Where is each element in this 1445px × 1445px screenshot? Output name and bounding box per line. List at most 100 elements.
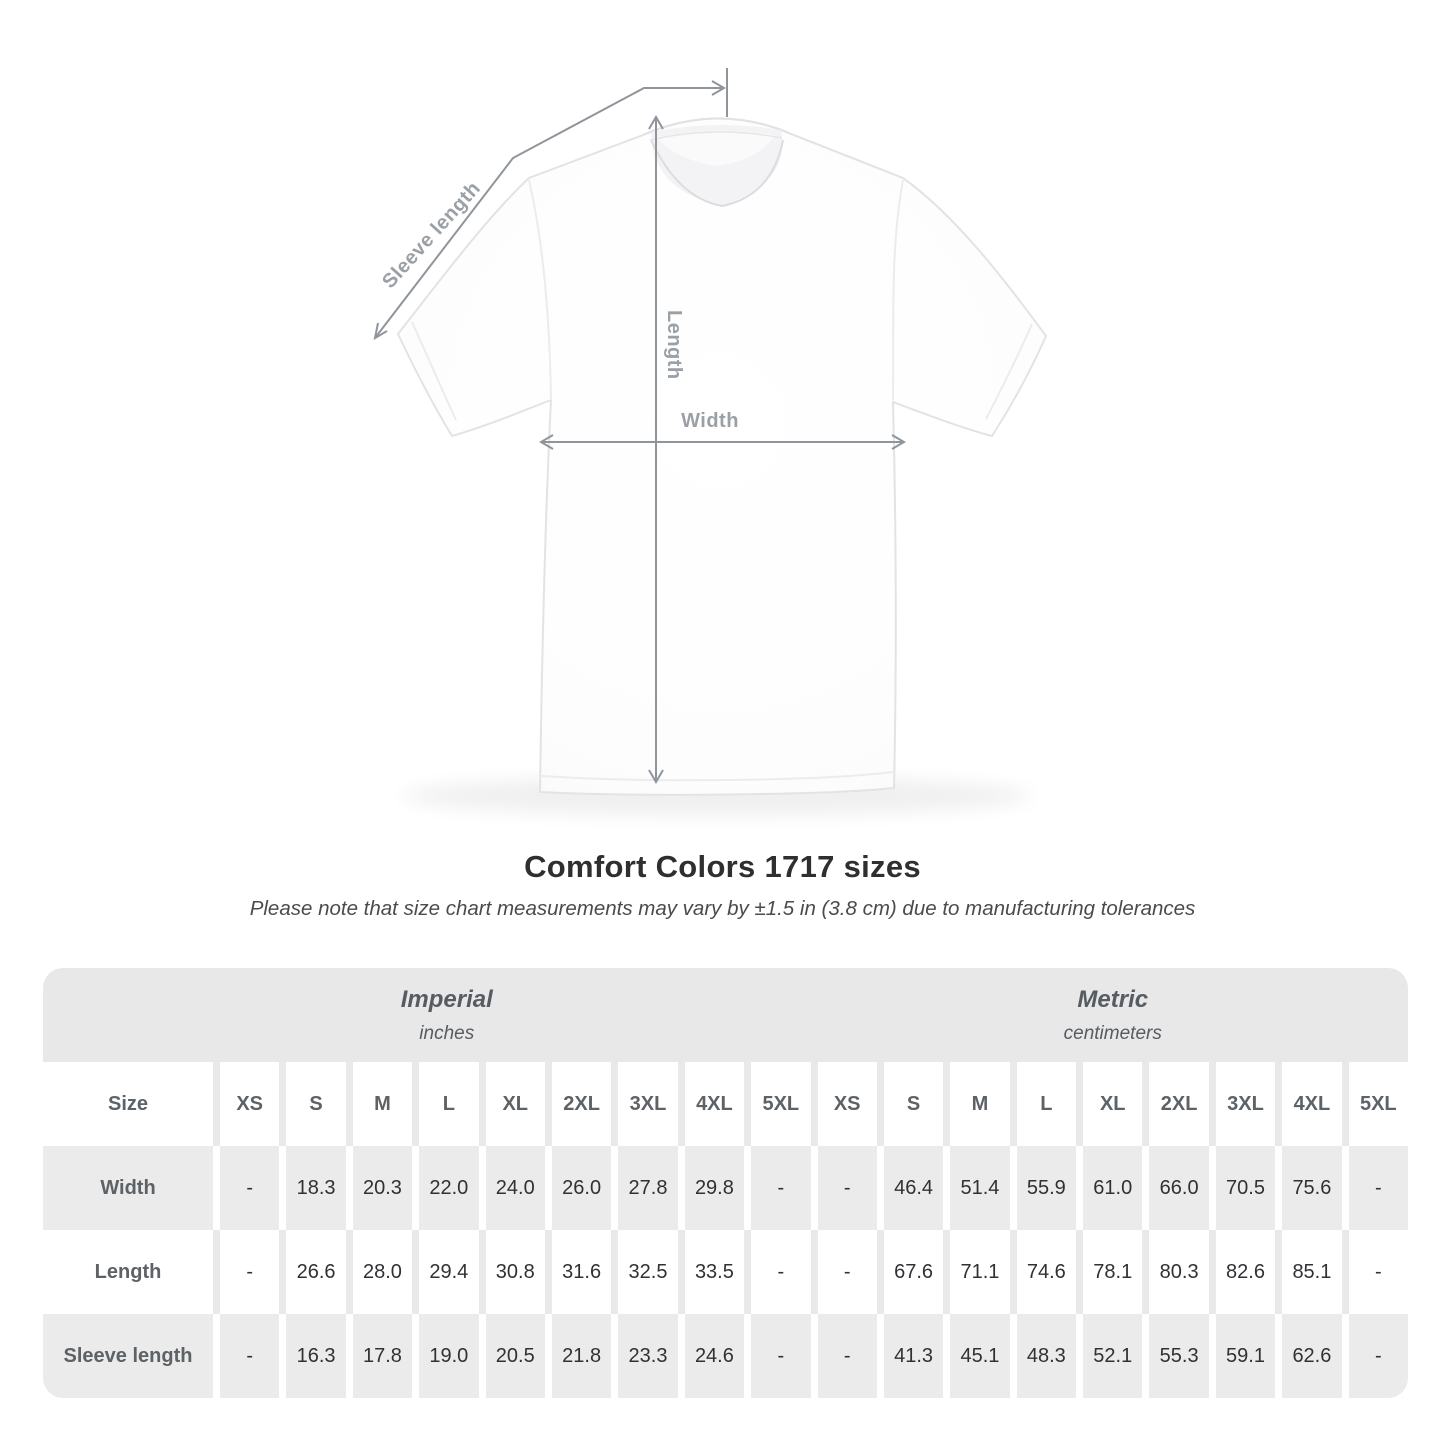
col-header: M — [950, 1062, 1010, 1146]
cell-value: 80.3 — [1149, 1230, 1209, 1314]
col-header: 2XL — [551, 1062, 612, 1146]
col-header: 5XL — [751, 1062, 811, 1146]
cell-value: - — [817, 1230, 877, 1314]
cell-value: 29.4 — [419, 1230, 479, 1314]
row-label: Length — [43, 1230, 213, 1314]
cell-value: 62.6 — [1282, 1314, 1342, 1398]
cell-value: 67.6 — [883, 1230, 944, 1314]
cell-value: 27.8 — [618, 1146, 678, 1230]
cell-value: 29.8 — [684, 1146, 745, 1230]
dimension-lines — [373, 68, 906, 784]
size-table: Imperial inches Metric centimeters Size … — [43, 968, 1408, 1398]
cell-value: 26.0 — [551, 1146, 612, 1230]
cell-value: 23.3 — [618, 1314, 678, 1398]
col-header: 5XL — [1348, 1062, 1408, 1146]
col-header: 4XL — [684, 1062, 745, 1146]
tshirt-illustration — [373, 68, 1048, 816]
cell-value: - — [751, 1314, 811, 1398]
sleeve-dim-line — [374, 87, 723, 339]
cell-value: 28.0 — [352, 1230, 413, 1314]
col-header: XL — [485, 1062, 545, 1146]
cell-value: - — [817, 1146, 877, 1230]
row-label: Width — [43, 1146, 213, 1230]
cell-value: - — [751, 1146, 811, 1230]
hem-seam — [541, 771, 894, 782]
cell-value: 24.6 — [684, 1314, 745, 1398]
width-dim-arrow-right — [891, 434, 906, 450]
metric-group-unit: centimeters — [1063, 1022, 1162, 1044]
page-subtitle: Please note that size chart measurements… — [249, 897, 1196, 920]
cuff-seam-left — [411, 321, 457, 421]
cell-value: 70.5 — [1215, 1146, 1276, 1230]
collar-band-seam — [649, 131, 783, 141]
cell-value: 51.4 — [950, 1146, 1010, 1230]
cell-value: 22.0 — [419, 1146, 479, 1230]
imperial-group-header: Imperial inches — [43, 968, 811, 1062]
cell-value: - — [751, 1230, 811, 1314]
size-header: Size — [43, 1062, 213, 1146]
cell-value: 20.3 — [352, 1146, 413, 1230]
cell-value: - — [1348, 1314, 1408, 1398]
col-header: XS — [220, 1062, 280, 1146]
cell-value: - — [1348, 1146, 1408, 1230]
cell-value: 55.3 — [1149, 1314, 1209, 1398]
sleeve-dim-arrow-right — [711, 80, 726, 96]
cell-value: 75.6 — [1282, 1146, 1342, 1230]
row-label: Sleeve length — [43, 1314, 213, 1398]
cell-value: 82.6 — [1215, 1230, 1276, 1314]
armhole-seam-right — [892, 179, 904, 401]
cell-value: 55.9 — [1016, 1146, 1077, 1230]
cell-value: 20.5 — [485, 1314, 545, 1398]
imperial-group-unit: inches — [419, 1022, 475, 1044]
cell-value: - — [817, 1314, 877, 1398]
cell-value: 30.8 — [485, 1230, 545, 1314]
cell-value: - — [220, 1146, 280, 1230]
collar-inner-back — [657, 130, 775, 166]
cell-value: 46.4 — [883, 1146, 944, 1230]
metric-group-name: Metric — [1077, 985, 1149, 1013]
width-dim-arrow-left — [539, 434, 554, 450]
cell-value: 33.5 — [684, 1230, 745, 1314]
cell-value: 71.1 — [950, 1230, 1010, 1314]
table-row-length: Length - 26.6 28.0 29.4 30.8 31.6 32.5 3… — [43, 1230, 1408, 1314]
cell-value: 18.3 — [286, 1146, 346, 1230]
col-header: L — [1016, 1062, 1077, 1146]
cell-value: - — [220, 1314, 280, 1398]
width-label: Width — [681, 410, 739, 432]
cell-value: - — [220, 1230, 280, 1314]
length-dim-arrow-bottom — [648, 769, 664, 784]
armhole-seam-left — [528, 179, 552, 401]
col-header: 3XL — [618, 1062, 678, 1146]
col-header: L — [419, 1062, 479, 1146]
imperial-group-name: Imperial — [400, 985, 493, 1013]
metric-group-header: Metric centimeters — [818, 968, 1409, 1062]
cell-value: 17.8 — [352, 1314, 413, 1398]
length-label: Length — [663, 310, 685, 380]
page-title: Comfort Colors 1717 sizes — [524, 849, 921, 884]
col-header: 2XL — [1149, 1062, 1209, 1146]
cell-value: 19.0 — [419, 1314, 479, 1398]
length-dim-arrow-top — [648, 115, 664, 130]
col-header: S — [883, 1062, 944, 1146]
cell-value: 78.1 — [1083, 1230, 1143, 1314]
cell-value: 61.0 — [1083, 1146, 1143, 1230]
shirt-body — [396, 117, 1048, 796]
collar-front-edge — [650, 139, 784, 208]
sleeve-dim-arrow-end — [373, 322, 388, 340]
col-header: M — [352, 1062, 413, 1146]
cell-value: 48.3 — [1016, 1314, 1077, 1398]
unit-band: Imperial inches Metric centimeters — [43, 968, 1408, 1062]
table-row-width: Width - 18.3 20.3 22.0 24.0 26.0 27.8 29… — [43, 1146, 1408, 1230]
cell-value: 59.1 — [1215, 1314, 1276, 1398]
cell-value: 66.0 — [1149, 1146, 1209, 1230]
cell-value: 31.6 — [551, 1230, 612, 1314]
cuff-seam-right — [985, 323, 1033, 420]
size-guide-diagram: Sleeve length Length Width — [373, 68, 1048, 816]
cell-value: 52.1 — [1083, 1314, 1143, 1398]
column-header-row: Size XS S M L XL 2XL 3XL 4XL 5XL XS S M … — [43, 1062, 1408, 1146]
cell-value: 32.5 — [618, 1230, 678, 1314]
cell-value: 24.0 — [485, 1146, 545, 1230]
cell-value: 41.3 — [883, 1314, 944, 1398]
col-header: XS — [817, 1062, 877, 1146]
cell-value: 85.1 — [1282, 1230, 1342, 1314]
